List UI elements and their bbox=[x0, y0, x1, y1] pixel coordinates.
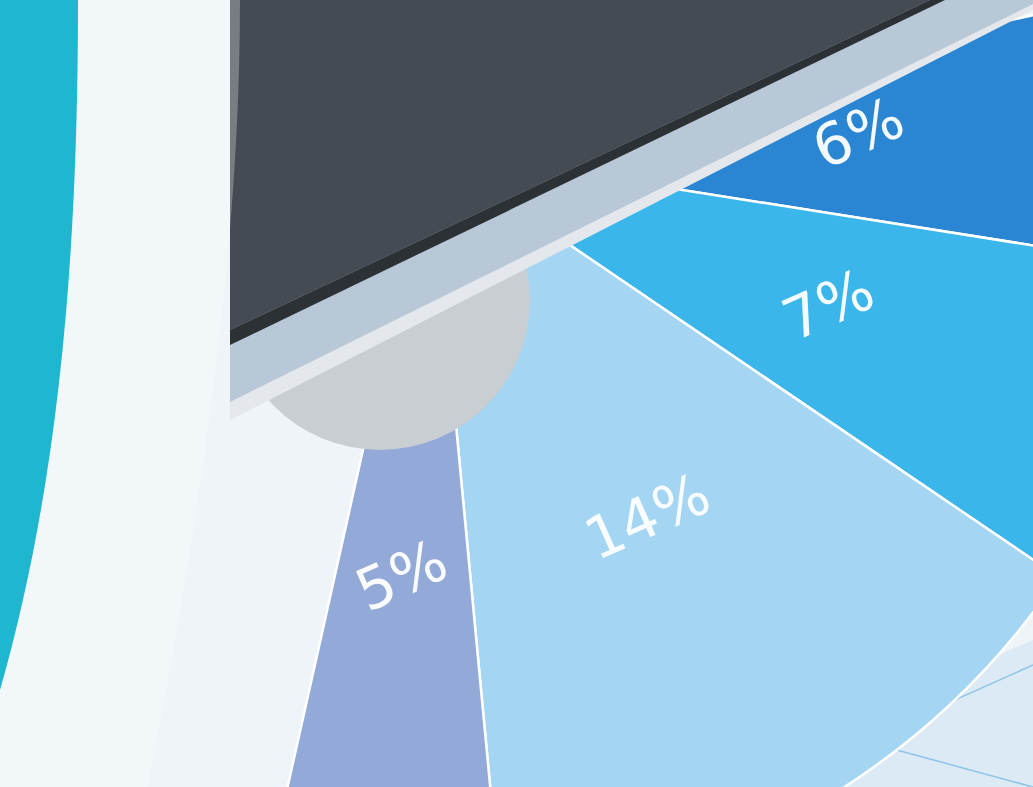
tablet-edge-shade bbox=[230, 0, 1033, 402]
teal-panel bbox=[0, 0, 78, 690]
data-label: 6% bbox=[802, 83, 914, 183]
pie-labels: 6% 7% 14% 5% bbox=[346, 83, 915, 625]
data-label: 7% bbox=[772, 255, 884, 355]
data-label: 5% bbox=[346, 526, 458, 626]
glass-strip bbox=[0, 0, 240, 787]
data-label: 14% bbox=[575, 459, 720, 574]
tablet-edge bbox=[230, 0, 1033, 420]
chart-canvas: 6% 7% 14% 5% bbox=[0, 0, 1033, 787]
